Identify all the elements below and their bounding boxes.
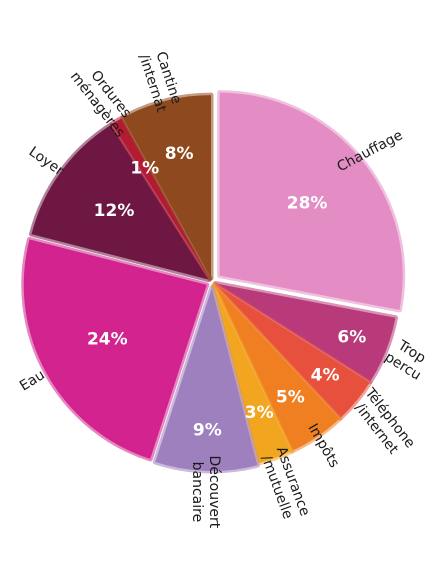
- slice-value-label: 24%: [87, 330, 128, 350]
- pie-slice-9: [120, 92, 214, 281]
- pie-slice-5: [152, 285, 260, 474]
- pie-slice-6: [21, 236, 210, 462]
- slice-value-label: 1%: [130, 158, 159, 178]
- slice-value-label: 6%: [337, 327, 366, 347]
- slice-value-label: 8%: [165, 144, 194, 164]
- slice-value-label: 12%: [94, 201, 135, 221]
- pie-slices: [21, 90, 406, 474]
- slice-value-label: 9%: [193, 421, 222, 441]
- slice-value-label: 4%: [311, 366, 340, 386]
- pie-slice-0: [217, 90, 406, 313]
- slice-category-label: Assurance/mutuelle: [257, 445, 313, 524]
- slice-category-label: Impôts: [304, 421, 342, 471]
- slice-value-label: 3%: [245, 403, 274, 423]
- pie-slice-7: [29, 122, 212, 283]
- slice-value-label: 5%: [276, 387, 305, 407]
- slice-category-label: Découvertbancaire: [189, 456, 222, 529]
- slice-value-label: 28%: [287, 193, 328, 213]
- slice-category-label: Loyer: [26, 144, 67, 179]
